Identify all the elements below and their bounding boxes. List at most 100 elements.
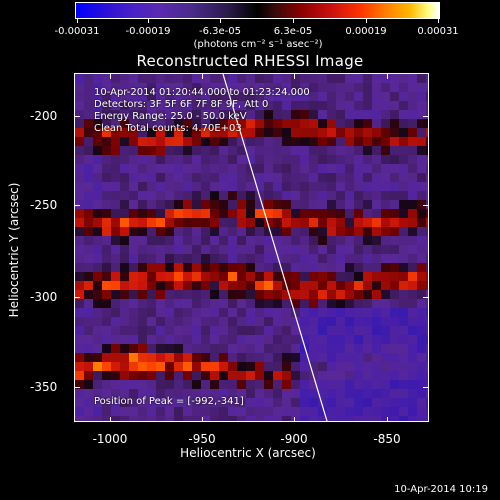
heatmap-cell [291, 137, 301, 147]
heatmap-cell [291, 227, 301, 237]
heatmap-cell [354, 101, 364, 111]
heatmap-cell [75, 191, 85, 201]
heatmap-cell [318, 209, 328, 219]
heatmap-cell [363, 380, 373, 390]
heatmap-cell [399, 290, 409, 300]
colorbar-tickmark [220, 19, 221, 23]
heatmap-cell [111, 164, 121, 174]
heatmap-cell [336, 407, 346, 417]
heatmap-cell [165, 299, 175, 309]
heatmap-cell [165, 371, 175, 381]
heatmap-cell [84, 110, 94, 120]
colorbar-tickmark [148, 19, 149, 23]
heatmap-cell [192, 218, 202, 228]
heatmap-cell [336, 92, 346, 102]
heatmap-cell [192, 263, 202, 273]
heatmap-cell [381, 227, 391, 237]
heatmap-cell [237, 308, 247, 318]
heatmap-cell [192, 74, 202, 84]
heatmap-cell [426, 290, 428, 300]
heatmap-cell [381, 236, 391, 246]
heatmap-cell [129, 218, 139, 228]
heatmap-cell [336, 173, 346, 183]
heatmap-cell [75, 380, 85, 390]
heatmap-cell [300, 416, 310, 421]
heatmap-cell [381, 299, 391, 309]
heatmap-cell [129, 281, 139, 291]
heatmap-cell [219, 353, 229, 363]
heatmap-cell [219, 290, 229, 300]
x-tick-mark [387, 417, 388, 422]
heatmap-cell [345, 173, 355, 183]
heatmap-cell [399, 398, 409, 408]
heatmap-cell [129, 191, 139, 201]
heatmap-cell [408, 191, 418, 201]
heatmap-cell [363, 146, 373, 156]
heatmap-cell [372, 128, 382, 138]
heatmap-cell [399, 371, 409, 381]
rhessi-image[interactable] [74, 73, 429, 422]
heatmap-cell [75, 227, 85, 237]
heatmap-cell [291, 119, 301, 129]
heatmap-cell [75, 155, 85, 165]
heatmap-cell [372, 362, 382, 372]
heatmap-cell [408, 236, 418, 246]
heatmap-cell [417, 317, 427, 327]
heatmap-cell [390, 182, 400, 192]
heatmap-cell [417, 407, 427, 417]
heatmap-cell [255, 344, 265, 354]
heatmap-cell [300, 245, 310, 255]
heatmap-cell [381, 254, 391, 264]
heatmap-cell [93, 182, 103, 192]
heatmap-cell [102, 290, 112, 300]
heatmap-cell [309, 272, 319, 282]
heatmap-cell [192, 344, 202, 354]
heatmap-cell [246, 83, 256, 93]
heatmap-cell [426, 245, 428, 255]
heatmap-cell [165, 110, 175, 120]
heatmap-cell [255, 218, 265, 228]
heatmap-cell [120, 191, 130, 201]
heatmap-cell [237, 227, 247, 237]
heatmap-cell [282, 101, 292, 111]
heatmap-cell [210, 281, 220, 291]
heatmap-cell [363, 407, 373, 417]
heatmap-cell [201, 218, 211, 228]
heatmap-cell [291, 344, 301, 354]
heatmap-cell [75, 164, 85, 174]
heatmap-cell [111, 128, 121, 138]
heatmap-cell [111, 245, 121, 255]
heatmap-cell [129, 299, 139, 309]
heatmap-cell [336, 74, 346, 84]
heatmap-cell [129, 101, 139, 111]
heatmap-cell [327, 119, 337, 129]
heatmap-cell [309, 83, 319, 93]
heatmap-cell [147, 326, 157, 336]
heatmap-cell [399, 326, 409, 336]
heatmap-cell [129, 272, 139, 282]
heatmap-cell [273, 272, 283, 282]
heatmap-cell [147, 218, 157, 228]
heatmap-cell [390, 281, 400, 291]
heatmap-cell [147, 146, 157, 156]
heatmap-cell [363, 191, 373, 201]
heatmap-cell [336, 128, 346, 138]
heatmap-cell [183, 290, 193, 300]
heatmap-cell [363, 398, 373, 408]
heatmap-cell [309, 416, 319, 421]
heatmap-cell [201, 164, 211, 174]
heatmap-cell [273, 155, 283, 165]
heatmap-cell [390, 146, 400, 156]
heatmap-cell [408, 173, 418, 183]
heatmap-cell [246, 155, 256, 165]
heatmap-cell [381, 272, 391, 282]
heatmap-cell [138, 308, 148, 318]
x-tick-mark [110, 74, 111, 79]
heatmap-cell [111, 119, 121, 129]
heatmap-cell [102, 74, 112, 84]
heatmap-cell [210, 83, 220, 93]
heatmap-cell [336, 317, 346, 327]
heatmap-cell [327, 344, 337, 354]
heatmap-cell [363, 254, 373, 264]
heatmap-cell [147, 236, 157, 246]
